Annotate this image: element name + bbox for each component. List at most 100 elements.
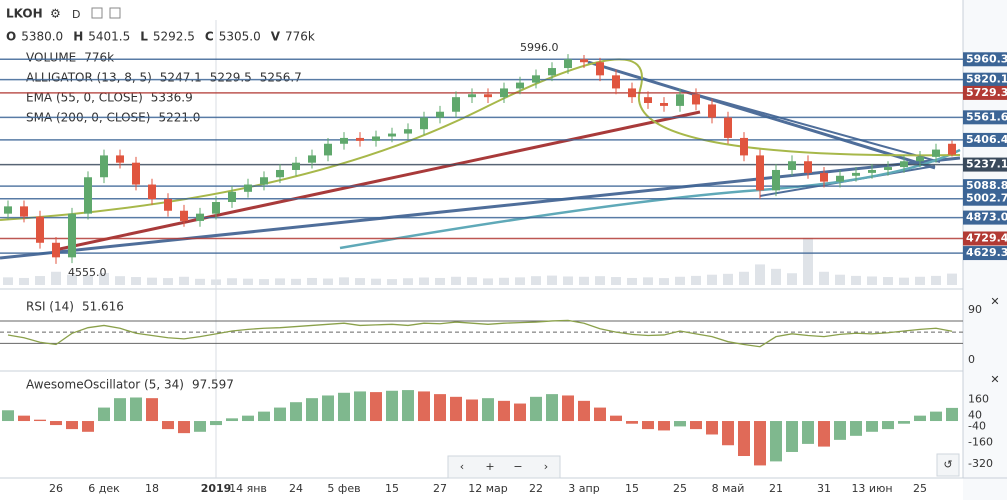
candle-body bbox=[900, 161, 908, 168]
y-tick-label: -320 bbox=[968, 457, 993, 470]
volume-bar bbox=[371, 278, 381, 285]
ao-bar bbox=[610, 415, 622, 422]
level-label-bg bbox=[963, 72, 1007, 87]
volume-bar bbox=[643, 277, 653, 285]
level-label-bg bbox=[963, 191, 1007, 206]
volume-bar bbox=[115, 276, 125, 285]
volume-bar bbox=[835, 274, 845, 285]
candle-body bbox=[404, 129, 412, 134]
volume-bar bbox=[83, 275, 93, 285]
candle-body bbox=[420, 117, 428, 130]
ao-bar bbox=[546, 394, 558, 422]
candle-body bbox=[628, 88, 636, 98]
ao-bar bbox=[754, 421, 766, 466]
y-tick-label: 0 bbox=[968, 353, 975, 366]
ao-bar bbox=[98, 407, 110, 422]
legend-name: ALLIGATOR (13, 8, 5) bbox=[26, 71, 152, 85]
reset[interactable] bbox=[936, 453, 960, 477]
x-tick-label: 24 bbox=[289, 482, 303, 495]
icon[interactable] bbox=[109, 7, 121, 19]
ao-bar bbox=[498, 400, 510, 422]
ao-bar bbox=[2, 410, 14, 422]
ao-bar bbox=[66, 421, 78, 430]
ao-bar bbox=[706, 421, 718, 435]
volume-bar bbox=[867, 276, 877, 285]
x-tick-label: 13 июн bbox=[851, 482, 892, 495]
volume-bar bbox=[355, 278, 365, 285]
zoom-in[interactable]: + bbox=[485, 460, 494, 473]
x-tick-label: 26 bbox=[49, 482, 63, 495]
ao-bar bbox=[850, 421, 862, 436]
candle-body bbox=[836, 175, 844, 182]
volume-bar bbox=[499, 277, 509, 285]
ao-bar bbox=[18, 415, 30, 422]
ao-bar bbox=[594, 407, 606, 422]
ao-bar bbox=[274, 407, 286, 422]
settings-icon[interactable]: ⚙ bbox=[50, 7, 61, 21]
level-label: 4629.3 bbox=[966, 246, 1007, 259]
level-label-bg bbox=[963, 246, 1007, 261]
volume-bar bbox=[675, 276, 685, 285]
candle-body bbox=[468, 94, 476, 98]
candle-body bbox=[388, 133, 396, 137]
candle-body bbox=[644, 97, 652, 103]
candle-body bbox=[548, 68, 556, 76]
pane-close[interactable]: ✕ bbox=[990, 295, 999, 308]
nav-right[interactable]: › bbox=[544, 460, 548, 473]
volume-bar bbox=[195, 278, 205, 285]
candle-body bbox=[196, 213, 204, 221]
level-label: 5088.8 bbox=[966, 179, 1007, 192]
level-label: 5002.7 bbox=[966, 192, 1007, 205]
zoom-out[interactable]: − bbox=[513, 460, 522, 473]
ao-bar bbox=[146, 398, 158, 422]
level-label-bg bbox=[963, 179, 1007, 194]
volume-bar bbox=[419, 277, 429, 285]
candle-body bbox=[868, 169, 876, 173]
volume-bar bbox=[147, 277, 157, 285]
volume-bar bbox=[227, 278, 237, 285]
candle-body bbox=[676, 94, 684, 106]
x-tick-label: 25 bbox=[913, 482, 927, 495]
candle-body bbox=[132, 162, 140, 185]
volume-bar bbox=[691, 275, 701, 285]
volume-bar bbox=[787, 273, 797, 285]
x-tick-label: 27 bbox=[433, 482, 447, 495]
ao-bar bbox=[818, 421, 830, 447]
interval[interactable]: D bbox=[72, 8, 80, 21]
reset-icon[interactable]: ↺ bbox=[943, 458, 952, 471]
icon[interactable] bbox=[91, 7, 103, 19]
volume-bar bbox=[259, 279, 269, 285]
y-tick-label: 160 bbox=[968, 393, 989, 406]
volume-bar bbox=[579, 276, 589, 285]
ao-bar bbox=[882, 421, 894, 430]
low-label: 4555.0 bbox=[68, 266, 107, 279]
trendline bbox=[0, 156, 961, 260]
x-tick-label: 3 апр bbox=[568, 482, 599, 495]
candle-body bbox=[660, 102, 668, 106]
ao-bar bbox=[370, 392, 382, 422]
nav-left[interactable]: ‹ bbox=[460, 460, 464, 473]
volume-bar bbox=[899, 277, 909, 285]
ao-bar bbox=[738, 421, 750, 457]
ao-bar bbox=[114, 398, 126, 422]
x-tick-label: 15 bbox=[385, 482, 399, 495]
pane-close[interactable]: ✕ bbox=[990, 373, 999, 386]
pane-value: 97.597 bbox=[192, 378, 234, 392]
level-label: 5237.1 bbox=[966, 158, 1007, 171]
candle-body bbox=[724, 117, 732, 138]
volume-bar bbox=[243, 278, 253, 285]
ao-bar bbox=[770, 421, 782, 462]
y-tick-label: -40 bbox=[968, 419, 986, 432]
volume-bar bbox=[515, 277, 525, 285]
volume-bar bbox=[851, 275, 861, 285]
ao-bar bbox=[210, 421, 222, 426]
volume-bar bbox=[611, 277, 621, 285]
legend-name: EMA (55, 0, CLOSE) bbox=[26, 91, 143, 105]
pane-title: RSI (14) bbox=[26, 300, 74, 314]
candle-body bbox=[308, 155, 316, 163]
ao-bar bbox=[658, 421, 670, 431]
y-tick-label: -160 bbox=[968, 436, 993, 449]
ao-bar bbox=[194, 421, 206, 432]
legend-value: 5247.1 bbox=[160, 71, 202, 85]
candle-body bbox=[84, 177, 92, 214]
